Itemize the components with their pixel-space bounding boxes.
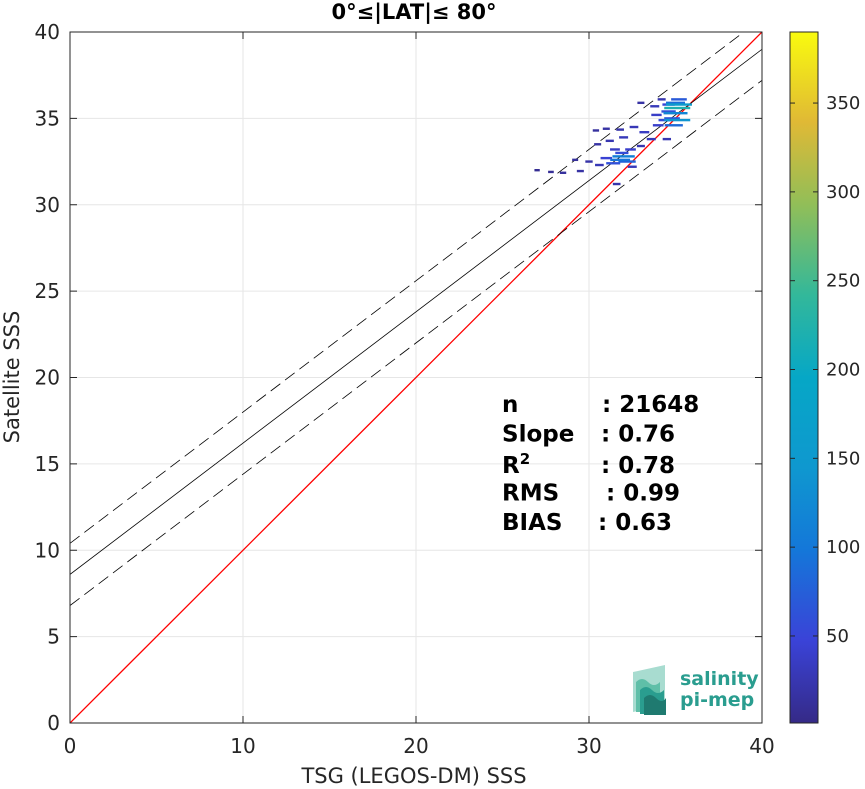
density-point: [664, 118, 691, 122]
density-point: [639, 130, 650, 134]
density-point: [664, 106, 691, 110]
stat-label: RMS: [502, 481, 559, 507]
stat-value: : 0.76: [601, 422, 675, 448]
density-point: [595, 163, 604, 167]
fit-upper-line: [70, 32, 745, 544]
regression-lines: [70, 32, 762, 723]
fit-lower-line: [70, 80, 762, 606]
density-point: [572, 158, 579, 162]
colorbar-ticks: 50 100 150 200 250 300 350: [790, 93, 860, 647]
density-point: [534, 169, 540, 172]
density-point: [559, 171, 567, 174]
colorbar-tick-label: 300: [826, 182, 860, 203]
density-point: [665, 103, 692, 106]
density-point: [585, 160, 593, 163]
density-point: [612, 155, 635, 158]
density-point: [605, 139, 614, 143]
logo-line1: salinity: [680, 668, 759, 690]
y-tick-label: 30: [35, 193, 60, 217]
x-tick-label: 20: [403, 734, 428, 758]
density-point: [618, 160, 636, 163]
density-point: [619, 136, 629, 139]
density-points: [534, 98, 692, 186]
colorbar-tick-label: 50: [826, 626, 849, 647]
y-tick-label: 5: [47, 625, 60, 649]
density-point: [637, 101, 645, 105]
y-tick-label: 25: [35, 279, 60, 303]
density-point: [627, 165, 637, 168]
density-point: [612, 182, 621, 186]
density-point: [666, 101, 685, 105]
fit-line: [70, 48, 762, 575]
density-point: [671, 98, 687, 101]
x-axis-label: TSG (LEGOS-DM) SSS: [300, 764, 526, 788]
salinity-pi-mep-logo: salinity pi-mep: [633, 665, 759, 715]
colorbar-tick-label: 150: [826, 448, 860, 469]
stat-value: : 0.78: [601, 453, 675, 479]
density-point: [600, 156, 613, 160]
y-axis-ticks: 0 5 10 15 20 25 30 35 40: [35, 20, 762, 735]
density-point: [610, 158, 631, 162]
stat-value: : 0.99: [606, 481, 680, 507]
stat-label: BIAS: [502, 510, 562, 536]
y-tick-label: 10: [35, 538, 60, 562]
density-point: [663, 111, 688, 115]
density-point: [650, 105, 660, 108]
stat-value: : 21648: [602, 392, 699, 418]
colorbar-tick-label: 200: [826, 360, 860, 381]
density-point: [625, 148, 636, 151]
y-tick-label: 35: [35, 106, 60, 130]
density-point: [651, 113, 662, 117]
stat-label-superscript: 2: [520, 450, 530, 468]
density-point: [664, 117, 680, 120]
density-point: [636, 144, 645, 148]
x-tick-label: 40: [749, 734, 774, 758]
logo-line2: pi-mep: [680, 689, 754, 711]
logo-waves-icon: [633, 665, 666, 715]
density-point: [615, 151, 629, 155]
density-point: [610, 148, 620, 151]
density-point: [652, 124, 664, 127]
density-point: [576, 169, 584, 173]
y-axis-label: Satellite SSS: [0, 311, 24, 444]
colorbar-tick-label: 350: [826, 93, 860, 114]
y-tick-label: 0: [47, 711, 60, 735]
chart-title: 0°≤|LAT|≤ 80°: [331, 0, 496, 25]
density-point: [657, 98, 666, 101]
density-point: [629, 125, 639, 129]
density-point: [662, 137, 672, 141]
density-point: [661, 110, 676, 113]
identity-line: [70, 32, 762, 723]
colorbar-tick-label: 250: [826, 271, 860, 292]
stat-label: Slope: [502, 422, 574, 448]
stat-label: n: [502, 392, 518, 418]
x-tick-label: 30: [576, 734, 601, 758]
density-point: [592, 129, 600, 132]
x-tick-label: 10: [230, 734, 255, 758]
density-point: [616, 128, 624, 131]
density-point: [606, 162, 621, 165]
x-axis-ticks: 0 10 20 30 40: [64, 32, 775, 758]
density-point: [602, 127, 610, 130]
colorbar: [789, 31, 819, 724]
density-point: [664, 124, 683, 127]
density-point: [646, 137, 656, 141]
stat-value: : 0.63: [598, 510, 672, 536]
density-point: [548, 170, 554, 174]
y-tick-label: 20: [35, 366, 60, 390]
colorbar-tick-label: 100: [826, 537, 860, 558]
x-tick-label: 0: [64, 734, 77, 758]
density-point: [594, 143, 602, 146]
y-tick-label: 40: [35, 20, 60, 44]
y-tick-label: 15: [35, 452, 60, 476]
